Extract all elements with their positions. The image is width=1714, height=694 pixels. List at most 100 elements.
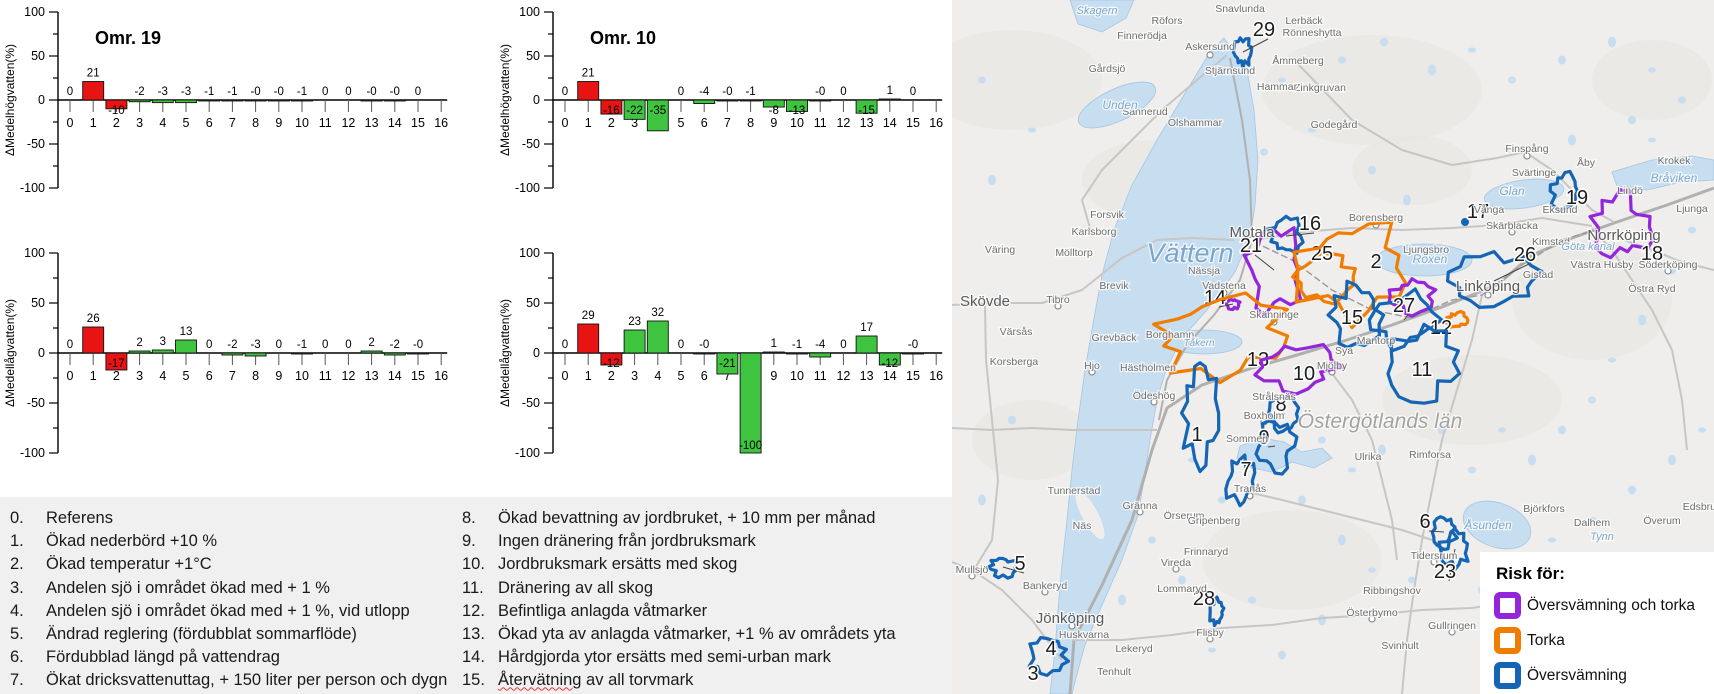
scenario-number: 12. <box>462 601 485 620</box>
map-area-number: 28 <box>1193 588 1215 610</box>
x-tick-label: 6 <box>206 369 213 383</box>
x-tick-label: 13 <box>860 116 874 130</box>
bar-value-label: 0 <box>562 86 568 98</box>
x-tick-label: 10 <box>295 116 309 130</box>
map-catchment-outline <box>1446 250 1544 309</box>
bar <box>623 329 646 354</box>
bar-value-label: 0 <box>562 339 568 351</box>
scenario-number: 4. <box>10 601 24 620</box>
scenario-item: 7. Ökat dricksvattenuttag, + 150 liter pe… <box>10 669 452 692</box>
place-label: Borensberg <box>1349 212 1403 224</box>
map-area-number: 27 <box>1393 295 1415 317</box>
place-label: Tidersrum <box>1411 550 1458 562</box>
map-area-number: 1 <box>1191 424 1202 446</box>
bar-value-label: 2 <box>368 337 374 349</box>
place-label: Skövde <box>960 293 1010 310</box>
small-lake <box>1368 567 1376 573</box>
x-tick-label: 0 <box>67 116 74 130</box>
scenario-number: 6. <box>10 648 24 667</box>
place-label: Ljungsbro <box>1403 244 1449 256</box>
bar <box>878 352 901 366</box>
map-area-number: 17 <box>1467 201 1489 223</box>
bar <box>105 352 128 371</box>
town-dot <box>1054 302 1062 310</box>
map-catchment-outline <box>1253 343 1346 396</box>
x-tick-label: 2 <box>113 369 120 383</box>
x-tick-label: 1 <box>90 369 97 383</box>
x-tick-label: 3 <box>631 369 638 383</box>
place-label: Flisby <box>1196 627 1224 639</box>
place-label: Snavlunda <box>1215 3 1265 15</box>
scenario-number: 5. <box>10 625 24 644</box>
map-catchment-outline <box>1386 322 1462 405</box>
x-tick-label: 6 <box>701 369 708 383</box>
small-lake <box>1468 47 1476 53</box>
place-label: Borghamn <box>1146 329 1195 341</box>
bar-value-label: 0 <box>840 86 846 98</box>
place-label: Näs <box>1073 520 1092 532</box>
scenario-number: 3. <box>10 578 24 597</box>
small-lake <box>1698 427 1706 433</box>
road <box>1296 62 1526 166</box>
place-label: Stjärnsund <box>1205 65 1255 77</box>
town-dot <box>1206 635 1214 643</box>
small-lake <box>1318 436 1326 444</box>
scenario-text: Hårdgjorda ytor ersätts med semi-urban m… <box>498 648 831 667</box>
bar-value-label: 0 <box>345 86 351 98</box>
leader-line <box>1403 314 1409 321</box>
x-tick-label: 5 <box>678 369 685 383</box>
town-dot <box>968 572 976 580</box>
lake-label: Bråviken <box>1651 171 1698 185</box>
place-label: Ödeshög <box>1133 390 1176 402</box>
x-tick-label: 14 <box>883 116 897 130</box>
scenario-number: 1. <box>10 532 24 551</box>
bar-value-label: -0 <box>908 339 918 351</box>
small-lake <box>1260 148 1268 156</box>
place-label: Vadstena <box>1202 280 1246 292</box>
place-label: Lekeryd <box>1115 643 1153 655</box>
lake-label: Tåkern <box>1183 337 1215 349</box>
bar <box>82 81 105 101</box>
x-tick-label: 11 <box>319 369 332 383</box>
scenario-item: 11. Dränering av all skog <box>462 577 904 600</box>
bar-value-label: 0 <box>322 86 328 98</box>
place-label: Boxholm <box>1244 410 1285 422</box>
bar-value-label: -0 <box>390 86 400 98</box>
scenario-text: Fördubblad längd på vattendrag <box>46 648 280 667</box>
town-dot <box>1136 508 1144 516</box>
scenario-number: 9. <box>462 532 476 551</box>
place-label: Västra Husby <box>1570 259 1634 271</box>
place-label: Gistad <box>1523 269 1554 281</box>
scenario-item: 3. Andelen sjö i området ökad med + 1 % <box>10 577 452 600</box>
bar-value-label: -1 <box>792 339 802 351</box>
bar-value-label: -21 <box>719 358 736 370</box>
map-area-number: 7 <box>1240 459 1251 481</box>
x-tick-label: 12 <box>836 369 850 383</box>
map-area-number: 5 <box>1014 553 1025 575</box>
bar-value-label: 0 <box>345 339 351 351</box>
place-label: Röfors <box>1152 15 1183 27</box>
place-label: Åby <box>1577 156 1596 169</box>
lake-label: Glan <box>1499 184 1525 198</box>
place-label: Lerbäck <box>1285 15 1323 27</box>
small-lake <box>1308 127 1316 133</box>
town-dot <box>1448 628 1456 636</box>
place-label: Korsberga <box>990 356 1039 368</box>
x-tick-label: 16 <box>929 369 943 383</box>
small-lake <box>1608 36 1616 48</box>
bar <box>786 99 808 112</box>
bar <box>646 99 669 132</box>
place-label: Vireda <box>1161 557 1191 569</box>
scenario-item: 10. Jordbruksmark ersätts med skog <box>462 553 904 576</box>
x-tick-label: 9 <box>275 116 282 130</box>
x-tick-label: 10 <box>295 369 309 383</box>
map-catchment-outline <box>1444 309 1470 329</box>
place-label: Mölltorp <box>1055 247 1093 259</box>
leader-line <box>1448 548 1456 582</box>
map-area-number: 11 <box>1412 359 1433 381</box>
bar <box>82 326 105 354</box>
legend-label: Översvämning <box>1527 666 1627 684</box>
x-tick-label: 16 <box>434 369 448 383</box>
map-catchment-outline <box>1548 169 1580 213</box>
x-tick-label: 2 <box>608 116 615 130</box>
